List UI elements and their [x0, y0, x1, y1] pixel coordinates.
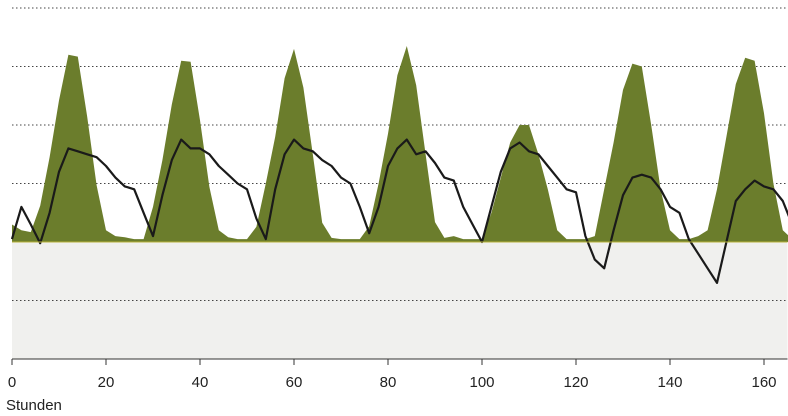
x-tick-label: 0 — [8, 374, 16, 391]
x-tick-label: 20 — [98, 374, 115, 391]
x-tick-label: 120 — [563, 374, 588, 391]
x-tick-label: 100 — [469, 374, 494, 391]
x-axis-label: Stunden — [6, 397, 62, 414]
line — [10, 138, 788, 284]
x-tick-label: 160 — [751, 374, 776, 391]
x-tick-label: 80 — [380, 374, 397, 391]
x-tick-label: 60 — [286, 374, 303, 391]
x-tick-label: 140 — [657, 374, 682, 391]
area — [12, 46, 788, 242]
x-tick-label: 40 — [192, 374, 209, 391]
